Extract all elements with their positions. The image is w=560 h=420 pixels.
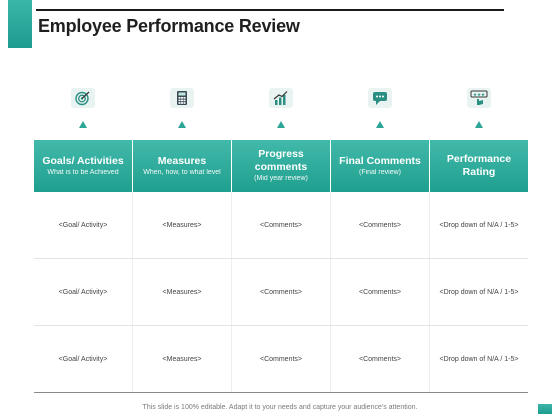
- column-header: Goals/ Activities What is to be Achieved: [34, 140, 133, 192]
- table-cell[interactable]: <Drop down of N/A / 1-5>: [439, 221, 519, 229]
- column-title: Measures: [157, 154, 207, 167]
- icon-column: ★★★: [429, 88, 528, 134]
- table-cell[interactable]: <Measures>: [133, 192, 232, 258]
- icon-column: [133, 88, 232, 134]
- icon-column: [232, 88, 331, 134]
- table-row: <Goal/ Activity> <Measures> <Comments> <…: [34, 259, 528, 326]
- corner-accent-bottom: [538, 404, 552, 414]
- column-header: Progress comments (Mid year review): [232, 140, 331, 192]
- table-header: Goals/ Activities What is to be Achieved…: [34, 140, 528, 192]
- column-title: Goals/ Activities: [42, 154, 124, 167]
- table-cell[interactable]: <Drop down of N/A / 1-5>: [439, 288, 519, 296]
- table-cell[interactable]: <Goal/ Activity>: [34, 326, 133, 392]
- comment-bubble-icon: [367, 88, 392, 108]
- column-title: Final Comments: [339, 154, 421, 167]
- column-subtitle: When, how, to what level: [143, 168, 221, 176]
- table-cell[interactable]: <Comments>: [232, 326, 331, 392]
- growth-chart-icon: [268, 88, 293, 108]
- table-cell[interactable]: <Goal/ Activity>: [34, 192, 133, 258]
- column-title: Progress comments: [254, 148, 308, 173]
- table-cell[interactable]: <Measures>: [133, 259, 232, 325]
- rating-icon: ★★★: [466, 88, 491, 108]
- column-header: Performance Rating: [430, 140, 528, 192]
- pointer-triangle: [276, 121, 285, 128]
- footer-note: This slide is 100% editable. Adapt it to…: [142, 404, 418, 411]
- column-title: Performance Rating: [446, 153, 512, 178]
- top-rule: [36, 9, 504, 11]
- table-row: <Goal/ Activity> <Measures> <Comments> <…: [34, 192, 528, 259]
- column-subtitle: (Mid year review): [254, 175, 308, 182]
- table-cell[interactable]: <Goal/ Activity>: [34, 259, 133, 325]
- table-cell[interactable]: <Comments>: [232, 259, 331, 325]
- table-cell[interactable]: <Drop down of N/A / 1-5>: [439, 355, 519, 363]
- table-cell[interactable]: <Comments>: [331, 192, 430, 258]
- pointer-triangle: [474, 121, 483, 128]
- icon-column: [330, 88, 429, 134]
- table-row: <Goal/ Activity> <Measures> <Comments> <…: [34, 326, 528, 393]
- icons-row: ★★★: [34, 88, 528, 134]
- review-table: Goals/ Activities What is to be Achieved…: [34, 140, 528, 393]
- icon-column: [34, 88, 133, 134]
- column-subtitle: What is to be Achieved: [47, 168, 119, 176]
- column-subtitle: (Final review): [358, 168, 401, 176]
- table-cell[interactable]: <Measures>: [133, 326, 232, 392]
- table-cell[interactable]: <Comments>: [331, 326, 430, 392]
- svg-text:★★★: ★★★: [473, 92, 485, 98]
- target-icon: [71, 88, 96, 108]
- pointer-triangle: [178, 121, 187, 128]
- table-cell[interactable]: <Comments>: [331, 259, 430, 325]
- pointer-triangle: [79, 121, 88, 128]
- pointer-triangle: [375, 121, 384, 128]
- page-title: Employee Performance Review: [38, 16, 300, 36]
- column-header: Final Comments (Final review): [331, 140, 430, 192]
- table-cell[interactable]: <Comments>: [232, 192, 331, 258]
- corner-accent: [8, 0, 32, 48]
- column-header: Measures When, how, to what level: [133, 140, 232, 192]
- calculator-icon: [170, 88, 195, 108]
